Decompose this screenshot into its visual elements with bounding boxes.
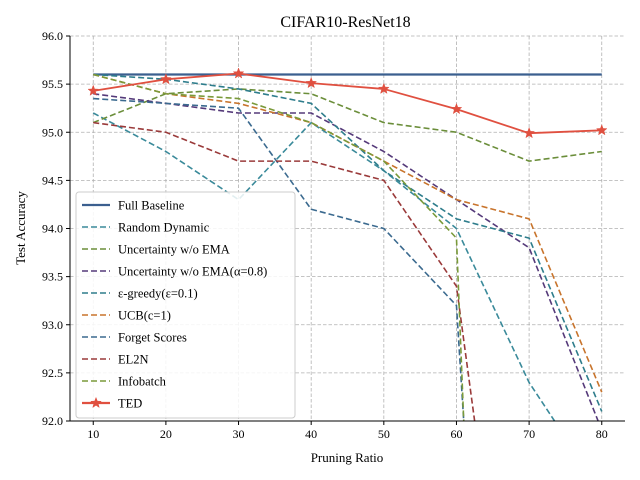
- legend-label: Forget Scores: [118, 331, 187, 345]
- chart-title: CIFAR10-ResNet18: [280, 14, 410, 31]
- y-tick-label: 94.5: [42, 173, 63, 187]
- x-tick-label: 20: [160, 427, 172, 441]
- x-tick-label: 40: [305, 427, 317, 441]
- x-tick-label: 60: [450, 427, 462, 441]
- series-line-el2n: [93, 121, 476, 422]
- y-tick-label: 92.0: [42, 414, 63, 428]
- legend-label: Uncertainty w/o EMA(α=0.8): [118, 265, 267, 279]
- x-tick-label: 70: [523, 427, 535, 441]
- series-line-random-dynamic: [92, 112, 556, 422]
- y-tick-label: 94.0: [42, 222, 63, 236]
- legend-label: Infobatch: [118, 375, 167, 389]
- legend-item: Infobatch: [82, 375, 167, 389]
- legend-label: EL2N: [118, 353, 149, 367]
- data-point: [159, 73, 172, 85]
- series-forget-scores: [93, 97, 465, 422]
- series-ted: [87, 67, 608, 139]
- legend-item: Uncertainty w/o EMA: [82, 243, 230, 257]
- y-axis-title: Test Accuracy: [13, 191, 28, 265]
- y-tick-label: 96.0: [42, 29, 63, 43]
- data-point: [523, 126, 536, 139]
- series-random-dynamic: [92, 112, 556, 422]
- series-line-greedy-0-1: [93, 73, 603, 412]
- x-tick-label: 10: [87, 427, 99, 441]
- legend-item: Full Baseline: [82, 199, 185, 213]
- series-layer: [87, 67, 608, 422]
- legend-item: TED: [82, 397, 142, 411]
- legend-label: UCB(c=1): [118, 309, 171, 323]
- y-tick-label: 95.0: [42, 125, 63, 139]
- legend-marker: [90, 396, 102, 409]
- series-line-ted: [93, 72, 602, 135]
- x-tick-label: 50: [378, 427, 390, 441]
- x-tick-label: 30: [233, 427, 245, 441]
- legend-item: UCB(c=1): [82, 309, 171, 323]
- data-point: [305, 76, 318, 89]
- legend-label: ε-greedy(ε=0.1): [118, 287, 198, 301]
- data-point: [450, 102, 463, 115]
- y-tick-label: 95.5: [42, 77, 63, 91]
- y-tick-label: 92.5: [42, 366, 63, 380]
- series-line-infobatch: [93, 73, 465, 422]
- y-tick-label: 93.0: [42, 318, 63, 332]
- legend-item: Forget Scores: [82, 331, 187, 345]
- x-axis-title: Pruning Ratio: [311, 450, 384, 465]
- series-greedy-0-1: [93, 73, 603, 412]
- legend-frame: [75, 191, 296, 419]
- legend-item: EL2N: [82, 353, 149, 367]
- legend-item: Random Dynamic: [82, 221, 210, 235]
- data-point: [595, 124, 608, 136]
- series-uncertainty-w-o-ema: [92, 88, 602, 162]
- series-infobatch: [93, 73, 465, 422]
- series-line-uncertainty-w-o-ema: [92, 88, 602, 162]
- legend-item: ε-greedy(ε=0.1): [82, 287, 198, 301]
- legend-label: Full Baseline: [118, 199, 185, 213]
- legend: Full Baseline Random Dynamic Uncertainty w…: [75, 191, 296, 419]
- legend-label: Random Dynamic: [118, 221, 210, 235]
- x-tick-label: 80: [596, 427, 608, 441]
- series-el2n: [93, 121, 476, 422]
- y-tick-label: 93.5: [42, 270, 63, 284]
- data-point: [377, 82, 390, 94]
- legend-label: Uncertainty w/o EMA: [118, 243, 230, 257]
- legend-item: Uncertainty w/o EMA(α=0.8): [82, 265, 267, 279]
- series-line-forget-scores: [93, 97, 465, 422]
- data-point: [232, 67, 245, 79]
- data-point: [87, 84, 100, 96]
- tick-labels: 10 20 30 40 50 60 70 80 92.0 92.5 93.0 93.5 94.0 94.5…: [42, 29, 608, 441]
- legend-label: TED: [118, 397, 142, 411]
